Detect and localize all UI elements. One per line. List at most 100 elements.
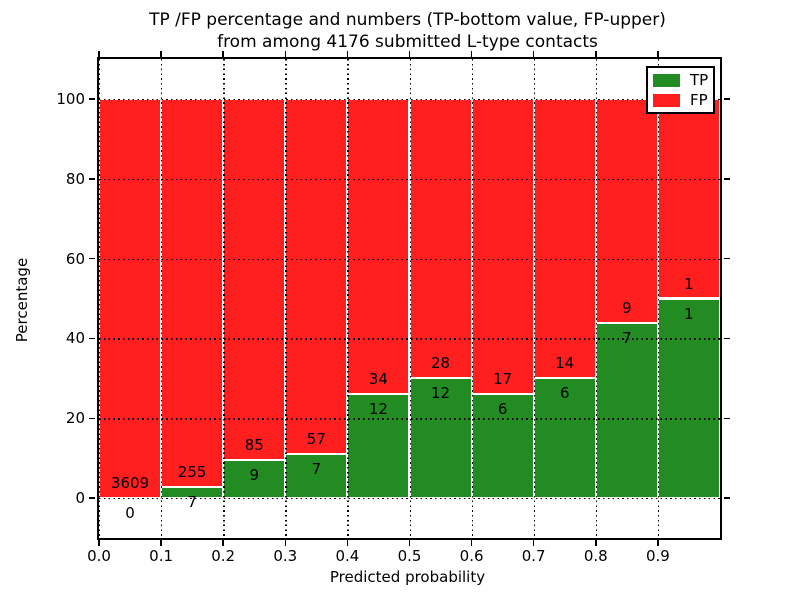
vertical-gridline	[533, 59, 536, 538]
x-tick-top	[98, 51, 100, 57]
annotation-tp-count: 12	[368, 399, 388, 418]
chart-title-line2: from among 4176 submitted L-type contact…	[217, 32, 598, 52]
x-tick-top	[470, 51, 473, 57]
y-tick-right	[724, 417, 730, 419]
x-tick-bottom	[346, 540, 349, 546]
y-tick-label: 60	[65, 249, 85, 268]
x-tick-bottom	[408, 540, 411, 546]
y-tick-label: 0	[75, 489, 85, 508]
x-tick-label: 0.7	[521, 547, 546, 565]
x-tick-bottom	[98, 540, 100, 546]
annotation-fp-count: 34	[368, 369, 388, 388]
x-tick-bottom	[284, 540, 287, 546]
chart-title: TP /FP percentage and numbers (TP-bottom…	[97, 9, 718, 53]
x-tick-top	[595, 51, 597, 57]
legend-label-fp: FP	[690, 91, 708, 109]
annotation-tp-count: 7	[622, 329, 632, 348]
vertical-gridline	[595, 59, 598, 538]
annotation-fp-count: 17	[493, 369, 513, 388]
x-tick-label: 0.3	[273, 547, 298, 565]
y-tick-left	[89, 417, 95, 419]
annotation-fp-count: 255	[177, 463, 207, 482]
x-tick-label: 0.9	[645, 547, 670, 565]
x-tick-bottom	[657, 540, 659, 546]
x-tick-bottom	[470, 540, 473, 546]
annotation-fp-count: 3609	[110, 474, 150, 493]
y-tick-right	[724, 98, 730, 100]
annotations-layer: 3609 0 255 7 85 9 57 7 34 12 28 12 17 6 14 6 9 7 1 1	[99, 59, 720, 538]
tp-swatch	[653, 73, 680, 87]
vertical-gridline	[657, 59, 660, 538]
bar-segment-tp	[347, 393, 410, 499]
legend: TP FP	[646, 66, 715, 114]
bar-segment-fp	[533, 98, 596, 379]
x-tick-label: 0.4	[335, 547, 360, 565]
legend-label-tp: TP	[690, 71, 709, 89]
x-tick-label: 0.8	[583, 547, 608, 565]
x-tick-top	[222, 51, 224, 57]
annotation-tp-count: 12	[431, 384, 451, 403]
annotation-fp-count: 85	[244, 435, 264, 454]
annotation-tp-count: 7	[187, 493, 197, 512]
plot-area: 3609 0 255 7 85 9 57 7 34 12 28 12 17 6 14 6 9 7 1 1	[97, 57, 722, 540]
x-tick-label: 0.1	[149, 547, 174, 565]
bar-segment-fp	[657, 98, 720, 299]
grid-layer	[99, 59, 720, 538]
y-tick-right	[724, 178, 730, 180]
bar-segment-fp	[223, 98, 286, 460]
bar-segment-fp	[595, 98, 658, 324]
x-tick-bottom	[160, 540, 162, 546]
bar-segment-tp	[657, 298, 720, 499]
x-tick-label: 0.2	[211, 547, 236, 565]
bar-segment-tp	[409, 378, 472, 499]
annotation-tp-count: 6	[497, 399, 508, 418]
y-tick-label: 40	[65, 329, 85, 348]
x-tick-bottom	[532, 540, 535, 546]
y-tick-left	[89, 178, 95, 180]
bar-segment-fp	[285, 98, 348, 455]
annotation-fp-count: 1	[684, 274, 694, 293]
legend-entry-fp: FP	[648, 92, 713, 108]
legend-entry-tp: TP	[648, 72, 713, 88]
y-tick-left	[89, 98, 95, 100]
annotation-fp-count: 14	[555, 354, 575, 373]
y-tick-right	[724, 257, 730, 260]
y-tick-left	[89, 337, 95, 340]
x-tick-label: 0.6	[459, 547, 484, 565]
annotation-tp-count: 9	[249, 465, 260, 484]
bar-segment-tp	[595, 323, 658, 499]
annotation-tp-count: 6	[559, 384, 570, 403]
y-tick-label: 80	[65, 169, 85, 188]
annotation-tp-count: 0	[125, 504, 135, 523]
chart-title-line1: TP /FP percentage and numbers (TP-bottom…	[149, 10, 666, 30]
y-tick-label: 20	[65, 409, 85, 428]
fp-swatch	[653, 93, 680, 107]
y-tick-left	[89, 497, 95, 499]
annotation-tp-count: 1	[684, 304, 694, 323]
vertical-gridline	[471, 59, 473, 538]
x-tick-bottom	[595, 540, 597, 546]
y-axis-label: Percentage	[13, 257, 31, 343]
x-tick-label: 0.0	[87, 547, 111, 565]
y-tick-label: 100	[56, 89, 85, 108]
annotation-fp-count: 57	[306, 430, 326, 449]
x-tick-bottom	[222, 540, 224, 546]
y-tick-right	[724, 497, 730, 499]
vertical-gridline	[161, 59, 163, 538]
y-tick-right	[724, 337, 730, 340]
vertical-gridline	[99, 59, 101, 538]
vertical-gridline	[347, 59, 349, 538]
vertical-gridline	[285, 59, 287, 538]
x-tick-top	[160, 51, 162, 57]
bar-segment-tp	[471, 393, 534, 499]
x-tick-label: 0.5	[397, 547, 422, 565]
annotation-tp-count: 7	[311, 460, 322, 479]
bar-segment-tp	[533, 378, 596, 499]
bar-segment-tp	[223, 459, 286, 499]
bar-segment-fp	[347, 98, 410, 394]
vertical-gridline	[223, 59, 225, 538]
annotation-fp-count: 28	[431, 354, 451, 373]
annotation-fp-count: 9	[622, 299, 632, 318]
x-axis-label: Predicted probability	[329, 568, 486, 586]
